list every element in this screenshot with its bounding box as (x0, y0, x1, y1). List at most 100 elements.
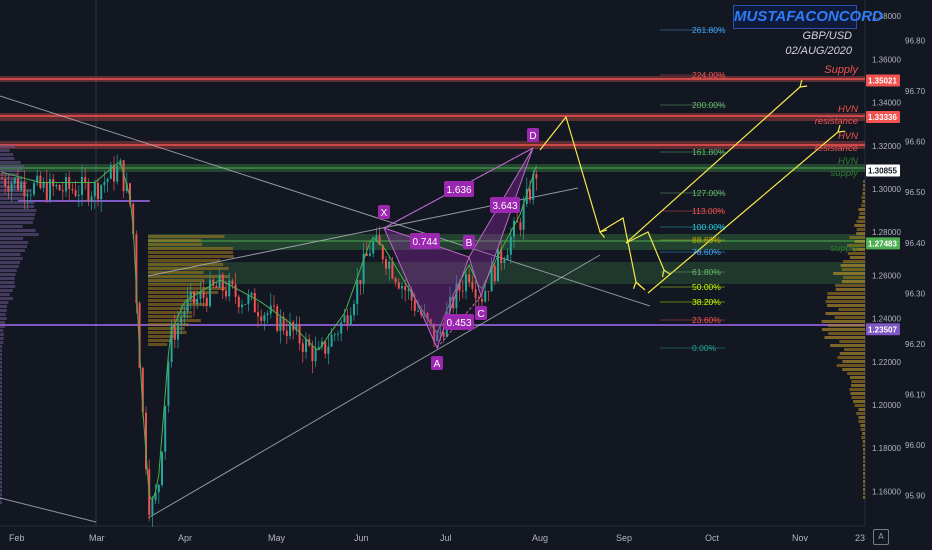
candle (317, 341, 320, 350)
fib-label-9: 61.80% (692, 267, 721, 277)
candle (356, 267, 359, 316)
projection-up-1 (625, 86, 801, 244)
fib-label-8: 78.60% (692, 247, 721, 257)
candle (333, 332, 336, 342)
volume-bar (148, 335, 176, 338)
pattern-point-b: B (463, 235, 475, 249)
volume-bar (853, 400, 865, 403)
volume-bar (837, 356, 865, 359)
candle (87, 178, 90, 206)
volume-bar (148, 279, 205, 282)
candle (202, 280, 205, 308)
plot-background (0, 0, 865, 526)
candle (285, 318, 288, 344)
fib-label-1: 224.00% (692, 70, 726, 80)
price-tick-2: 1.34000 (872, 99, 901, 108)
volume-bar (842, 360, 865, 363)
volume-bar (0, 381, 2, 384)
volume-bar (148, 239, 202, 242)
candle (237, 294, 240, 314)
candle (218, 267, 221, 289)
volume-bar (0, 157, 15, 160)
fib-label-0: 261.80% (692, 25, 726, 35)
candle (26, 189, 29, 209)
time-tick-2: Apr (178, 533, 192, 543)
time-tick-8: Oct (705, 533, 720, 543)
volume-bar (0, 273, 16, 276)
volume-bar (0, 209, 37, 212)
volume-bar (0, 405, 2, 408)
volume-bar (0, 245, 27, 248)
candle (45, 169, 48, 204)
volume-bar (0, 385, 2, 388)
zone-label-4: resistance (815, 143, 858, 154)
volume-bar (148, 343, 168, 346)
fib-label-7: 88.60% (692, 235, 721, 245)
candlestick-series (1, 154, 538, 528)
price-tag-label: 1.35021 (868, 77, 897, 86)
volume-bar (863, 448, 865, 451)
candle (164, 405, 167, 460)
volume-bar (847, 252, 865, 255)
candle (378, 226, 381, 246)
volume-bar (0, 425, 2, 428)
candle (279, 309, 282, 344)
volume-bar (0, 277, 15, 280)
volume-bar (0, 449, 2, 452)
volume-bar (0, 417, 2, 420)
price-tag-2: 1.30855 (866, 164, 900, 177)
candle (13, 177, 16, 191)
volume-bar (847, 372, 865, 375)
candle (394, 276, 397, 287)
candle (17, 169, 19, 192)
volume-profile-right (821, 180, 865, 499)
volume-bar (834, 316, 865, 319)
candle (349, 307, 352, 326)
volume-bar (838, 308, 865, 311)
candle (442, 321, 445, 343)
volume-bar (0, 149, 10, 152)
arrowhead-1 (632, 280, 642, 289)
time-tick-6: Aug (532, 533, 548, 543)
candle (113, 155, 115, 191)
time-axis-ticks: Feb Mar Apr May Jun Jul Aug Sep Oct Nov 23 (9, 533, 865, 543)
volume-bar (0, 185, 27, 188)
ratio-label-3: 0.453 (444, 314, 474, 330)
fib-label-11: 38.20% (692, 297, 721, 307)
candle (241, 299, 243, 314)
candle (461, 280, 464, 299)
price-tick-6: 1.26000 (872, 271, 901, 280)
volume-bar (148, 255, 234, 258)
volume-bar (856, 412, 865, 415)
volume-bar (863, 452, 865, 455)
candle (263, 312, 266, 331)
volume-bar (0, 401, 2, 404)
volume-profile-left (0, 145, 39, 504)
volume-bar (835, 288, 865, 291)
trendline-descending (0, 95, 651, 307)
price-tag-3: 1.27483 (866, 237, 900, 250)
volume-bar (860, 424, 865, 427)
auto-scale-icon[interactable]: A (873, 529, 889, 545)
volume-bar (0, 461, 2, 464)
harmonic-labels: X A B C D (378, 128, 539, 370)
volume-bar (821, 320, 865, 323)
volume-bar (858, 408, 865, 411)
price-tag-label: 1.33336 (868, 113, 897, 122)
volume-bar (148, 235, 225, 238)
volume-bar (849, 376, 865, 379)
candle (100, 184, 103, 213)
candle (487, 290, 490, 302)
candle (298, 316, 301, 351)
volume-bar (0, 397, 2, 400)
volume-bar (148, 331, 187, 334)
zone-label-7: supply (831, 243, 860, 254)
candle (68, 171, 71, 200)
volume-bar (862, 444, 865, 447)
index-tick-6: 96.20 (905, 340, 926, 349)
volume-bar (148, 339, 173, 342)
volume-bar (827, 296, 865, 299)
candle (506, 248, 509, 261)
volume-bar (825, 300, 865, 303)
